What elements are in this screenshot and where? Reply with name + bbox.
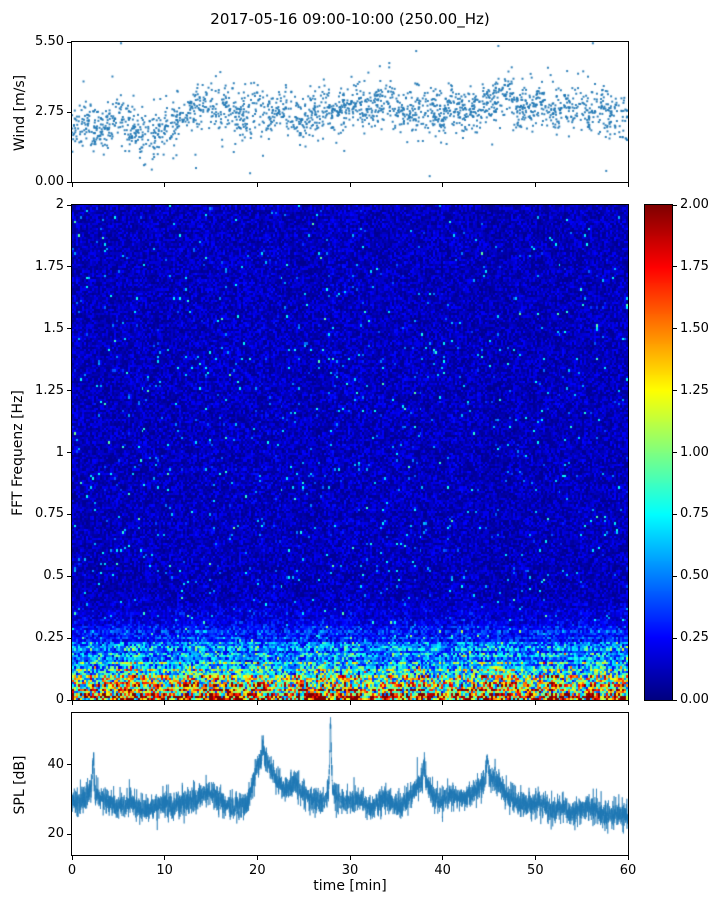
wind-xtick-mark (71, 183, 73, 187)
fft-xtick-mark (349, 701, 351, 705)
colorbar-tick-label: 0.75 (680, 506, 709, 522)
colorbar-tick-mark (673, 390, 677, 392)
wind-ytick-label: 2.75 (35, 104, 64, 119)
spl-ytick-label: 40 (47, 756, 64, 772)
wind-ytick-label: 0.00 (35, 174, 64, 189)
wind-xtick-mark (534, 183, 536, 187)
figure-title: 2017-05-16 09:00-10:00 (250.00_Hz) (210, 10, 490, 28)
wind-ytick-mark (67, 111, 71, 113)
fft-ytick-label: 2 (55, 197, 64, 212)
colorbar-tick-label: 2.00 (680, 197, 709, 212)
spl-xtick-mark (349, 856, 351, 860)
fft-ytick-mark (67, 452, 71, 453)
colorbar-tick-label: 0.00 (680, 692, 709, 707)
colorbar-canvas (645, 205, 672, 700)
fft-ytick-label: 1.75 (35, 258, 64, 274)
wind-xtick-mark (164, 183, 166, 187)
fft-ytick-label: 0.25 (35, 630, 64, 646)
colorbar-tick-label: 1.75 (680, 258, 709, 274)
fft-ytick-label: 0.5 (43, 568, 64, 584)
wind-scatter-canvas (72, 42, 628, 182)
spl-axes (71, 712, 629, 856)
fft-ytick-label: 0 (55, 692, 64, 707)
spl-ytick-label: 20 (47, 826, 64, 842)
colorbar-tick-label: 0.25 (680, 630, 709, 646)
spl-xtick-mark (442, 856, 444, 860)
wind-xtick-mark (442, 183, 444, 187)
colorbar-tick-mark (673, 699, 677, 701)
spl-ytick-mark (67, 764, 71, 766)
fft-ytick-mark (67, 328, 71, 330)
spectrogram-canvas (72, 205, 628, 700)
spl-xtick-label: 0 (67, 863, 77, 878)
wind-ytick-mark (67, 181, 71, 183)
wind-xtick-mark (349, 183, 351, 187)
colorbar-tick-mark (673, 637, 677, 639)
fft-xtick-mark (534, 701, 536, 705)
spl-xtick-mark (71, 856, 73, 860)
colorbar-tick-label: 1.25 (680, 382, 709, 398)
spl-xtick-label: 30 (341, 863, 359, 878)
spl-ytick-mark (67, 833, 71, 835)
spl-xtick-label: 60 (619, 863, 637, 878)
colorbar-tick-mark (673, 452, 677, 453)
colorbar-tick-label: 1.50 (680, 320, 709, 336)
fft-ytick-label: 0.75 (35, 506, 64, 522)
fft-xtick-mark (71, 701, 73, 705)
colorbar (644, 204, 673, 701)
fft-xtick-mark (442, 701, 444, 705)
colorbar-tick-mark (673, 513, 677, 515)
spl-xtick-label: 10 (156, 863, 173, 878)
colorbar-tick-mark (673, 204, 677, 206)
fft-ytick-mark (67, 699, 71, 701)
fft-xtick-mark (164, 701, 166, 705)
colorbar-tick-label: 0.50 (680, 568, 709, 584)
fft-xtick-mark (627, 701, 629, 705)
spl-xtick-label: 20 (249, 863, 266, 878)
spl-xtick-mark (256, 856, 258, 860)
spl-line-canvas (72, 713, 628, 855)
fft-ytick-mark (67, 390, 71, 392)
fft-ytick-label: 1 (55, 444, 64, 460)
colorbar-tick-label: 1.00 (680, 444, 709, 460)
spl-xtick-mark (534, 856, 536, 860)
colorbar-tick-mark (673, 575, 677, 577)
wind-xtick-mark (627, 183, 629, 187)
colorbar-tick-mark (673, 266, 677, 268)
colorbar-tick-mark (673, 328, 677, 330)
fft-ytick-mark (67, 513, 71, 515)
fft-ytick-label: 1.25 (35, 382, 64, 398)
wind-axes (71, 41, 629, 183)
fft-ytick-mark (67, 266, 71, 268)
fft-ytick-mark (67, 637, 71, 639)
wind-ytick-mark (67, 41, 71, 43)
fft-xtick-mark (256, 701, 258, 705)
fft-ytick-mark (67, 575, 71, 577)
fft-ytick-mark (67, 204, 71, 206)
spl-xtick-label: 50 (527, 863, 544, 878)
spectrogram-axes (71, 204, 629, 701)
spl-xtick-mark (164, 856, 166, 860)
time-xlabel: time [min] (313, 878, 387, 894)
spl-xtick-mark (627, 856, 629, 860)
wind-xtick-mark (256, 183, 258, 187)
fft-ytick-label: 1.5 (43, 320, 64, 336)
spl-ylabel: SPL [dB] (12, 755, 28, 815)
fft-frequency-ylabel: FFT Frequenz [Hz] (10, 390, 26, 516)
wind-ytick-label: 5.50 (35, 34, 64, 49)
wind-ylabel: Wind [m/s] (12, 74, 28, 152)
spl-xtick-label: 40 (434, 863, 451, 878)
